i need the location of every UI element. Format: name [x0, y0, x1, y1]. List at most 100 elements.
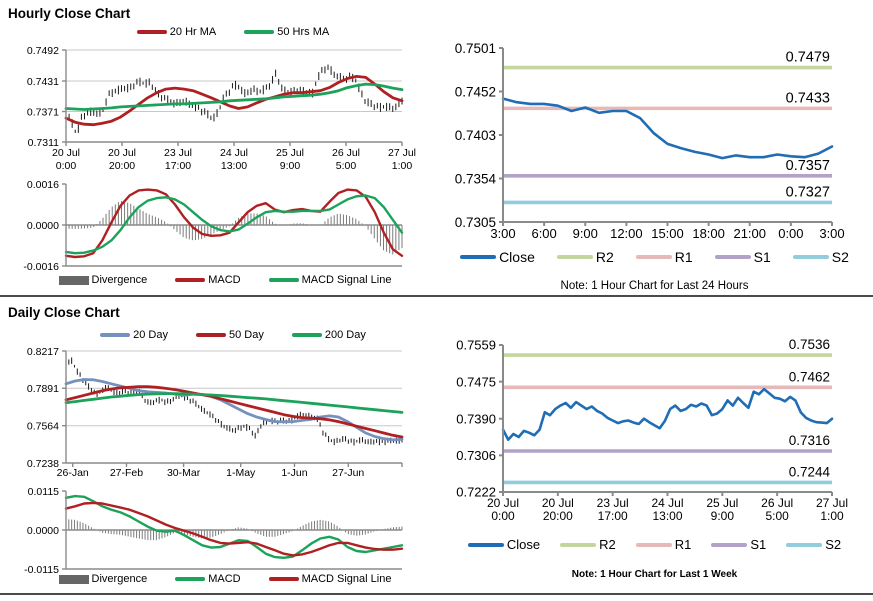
legend-item: S2	[792, 249, 849, 265]
svg-text:-0.0016: -0.0016	[23, 261, 59, 273]
legend-label: MACD	[208, 274, 241, 286]
legend-label: 50 Hrs MA	[277, 26, 330, 38]
svg-text:0:00: 0:00	[778, 226, 803, 241]
line-swatch-icon	[556, 255, 593, 259]
daily-section: Daily Close Chart 20 Day 50 Day 200 Day 0.…	[0, 299, 873, 595]
svg-text:0.7479: 0.7479	[786, 50, 830, 66]
svg-text:20:00: 20:00	[109, 160, 135, 172]
line-swatch-icon	[268, 577, 299, 581]
svg-text:27 Jul: 27 Jul	[816, 496, 848, 510]
daily-chart-note: Note: 1 Hour Chart for Last 1 Week	[571, 569, 738, 580]
box-swatch-icon	[58, 275, 89, 285]
line-swatch-icon	[711, 542, 748, 547]
legend-item: MACD	[175, 573, 241, 585]
svg-text:0.7431: 0.7431	[27, 76, 59, 88]
svg-text:26 Jul: 26 Jul	[761, 496, 793, 510]
svg-text:20 Jul: 20 Jul	[487, 496, 519, 510]
hourly-section-title: Hourly Close Chart	[8, 6, 131, 21]
legend-label: 20 Hr MA	[169, 26, 217, 38]
legend-item: 200 Day	[291, 329, 366, 341]
line-swatch-icon	[291, 333, 322, 337]
legend-label: Close	[506, 537, 541, 552]
legend-item: 50 Hrs MA	[244, 26, 329, 38]
legend-item: Divergence	[58, 573, 147, 585]
svg-text:0.7501: 0.7501	[455, 41, 496, 56]
svg-text:1-Jun: 1-Jun	[281, 467, 307, 479]
svg-text:1:00: 1:00	[820, 509, 844, 523]
legend-item: MACD Signal Line	[268, 573, 391, 585]
svg-text:0.7327: 0.7327	[786, 184, 830, 200]
line-swatch-icon	[792, 255, 829, 259]
svg-text:24 Jul: 24 Jul	[651, 496, 683, 510]
line-swatch-icon	[460, 255, 497, 259]
svg-text:0:00: 0:00	[491, 509, 515, 523]
daily-macd-legend: Divergence MACD MACD Signal Line	[30, 573, 420, 585]
svg-text:24 Jul: 24 Jul	[220, 147, 248, 159]
svg-text:27-Jun: 27-Jun	[332, 467, 364, 479]
legend-item: MACD Signal Line	[268, 274, 391, 286]
legend-label: Divergence	[91, 274, 148, 286]
legend-label: 200 Day	[324, 329, 366, 341]
svg-text:30-Mar: 30-Mar	[167, 467, 201, 479]
legend-item: S1	[711, 537, 766, 552]
legend-label: 20 Day	[133, 329, 168, 341]
svg-text:0.7891: 0.7891	[27, 383, 59, 395]
svg-text:0.7403: 0.7403	[455, 128, 496, 143]
svg-text:0.7238: 0.7238	[27, 458, 59, 470]
legend-label: S1	[750, 537, 767, 552]
legend-item: MACD	[175, 274, 241, 286]
line-swatch-icon	[714, 255, 751, 259]
svg-text:0.7390: 0.7390	[456, 411, 496, 426]
svg-text:0.7536: 0.7536	[789, 337, 830, 352]
line-swatch-icon	[244, 30, 275, 34]
legend-label: R2	[595, 249, 614, 265]
line-swatch-icon	[786, 542, 823, 547]
svg-text:25 Jul: 25 Jul	[706, 496, 738, 510]
box-swatch-icon	[58, 574, 89, 584]
line-swatch-icon	[635, 542, 672, 547]
legend-label: R1	[674, 249, 693, 265]
svg-text:5:00: 5:00	[336, 160, 357, 172]
svg-text:0.7371: 0.7371	[27, 106, 59, 118]
line-swatch-icon	[467, 542, 504, 547]
legend-item: R1	[635, 537, 692, 552]
svg-text:17:00: 17:00	[165, 160, 191, 172]
legend-item: Close	[467, 537, 541, 552]
hourly-chart-note: Note: 1 Hour Chart for Last 24 Hours	[560, 280, 749, 292]
legend-label: MACD	[208, 573, 241, 585]
svg-text:0.7357: 0.7357	[786, 158, 830, 174]
legend-item: R2	[560, 537, 616, 552]
daily-section-title: Daily Close Chart	[8, 305, 120, 320]
svg-text:9:00: 9:00	[573, 226, 598, 241]
svg-text:1:00: 1:00	[392, 160, 413, 172]
svg-text:0.7316: 0.7316	[789, 433, 830, 448]
line-swatch-icon	[635, 255, 672, 259]
legend-item: 50 Day	[196, 329, 264, 341]
svg-text:0.7311: 0.7311	[28, 137, 59, 149]
svg-text:27-Feb: 27-Feb	[110, 467, 143, 479]
legend-label: 50 Day	[229, 329, 264, 341]
line-swatch-icon	[175, 278, 206, 282]
svg-text:0.7244: 0.7244	[789, 464, 831, 479]
legend-label: R1	[674, 537, 692, 552]
svg-text:20 Jul: 20 Jul	[52, 147, 80, 159]
svg-text:13:00: 13:00	[221, 160, 247, 172]
svg-text:0.7559: 0.7559	[456, 338, 496, 353]
svg-text:-0.0115: -0.0115	[24, 564, 59, 576]
hourly-sr-legend: Close R2 R1 S1 S2	[436, 249, 873, 265]
svg-text:1-May: 1-May	[226, 467, 256, 479]
svg-text:3:00: 3:00	[819, 226, 844, 241]
hourly-macd-legend: Divergence MACD MACD Signal Line	[30, 274, 420, 286]
svg-text:0.0000: 0.0000	[27, 220, 59, 232]
svg-text:0:00: 0:00	[56, 160, 77, 172]
legend-item: 20 Day	[100, 329, 168, 341]
svg-text:0.7462: 0.7462	[789, 369, 830, 384]
legend-label: S2	[831, 249, 849, 265]
svg-text:0.7475: 0.7475	[456, 374, 496, 389]
svg-text:0.8217: 0.8217	[27, 346, 59, 358]
svg-text:0.7492: 0.7492	[27, 45, 59, 57]
daily-price-legend: 20 Day 50 Day 200 Day	[60, 329, 406, 341]
svg-text:0.7222: 0.7222	[456, 485, 496, 500]
